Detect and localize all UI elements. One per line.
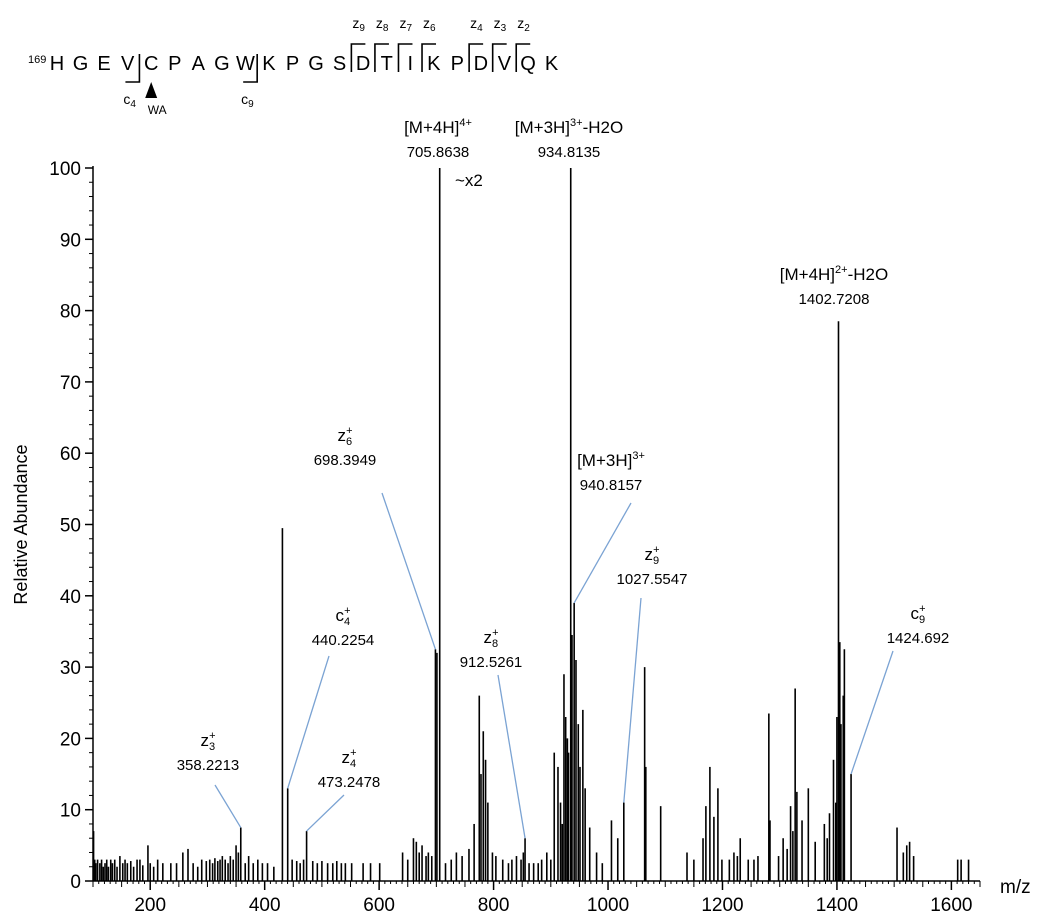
annotation-mz-value: 705.8638: [407, 144, 470, 161]
y-tick-label: 50: [60, 516, 81, 537]
x-tick-label: 400: [249, 895, 281, 916]
z-ion-label: z6: [423, 15, 436, 34]
y-tick-label: 90: [60, 230, 81, 251]
x-tick-label: 1400: [816, 895, 858, 916]
annotation-ion-label: c4+: [335, 605, 350, 628]
z-ion-label: z2: [517, 15, 530, 34]
annotation-1027.5547: z9+ 1027.5547: [617, 544, 688, 803]
x-tick-label: 1200: [701, 895, 743, 916]
z-ion-label: z9: [352, 15, 365, 34]
annotation-leader-line: [851, 651, 893, 774]
annotation-mz-value: 940.8157: [580, 477, 643, 494]
annotation-leader-line: [498, 675, 525, 838]
z-ion-label: z4: [470, 15, 483, 34]
residue-9: W: [236, 53, 255, 75]
y-tick-label: 10: [60, 801, 81, 822]
annotation-473.2478: z4+ 473.2478: [307, 747, 381, 831]
residue-17: K: [427, 53, 441, 75]
residue-1: H: [50, 53, 64, 75]
annotation-leader-line: [382, 493, 435, 649]
residue-3: E: [97, 53, 110, 75]
residue-2: G: [73, 53, 89, 75]
y-tick-label: 70: [60, 373, 81, 394]
annotation-ion-label: z6+: [337, 425, 352, 448]
annotation-leader-line: [215, 785, 241, 828]
x-tick-label: 600: [363, 895, 395, 916]
y-tick-label: 0: [70, 872, 81, 893]
annotation-mz-value: 934.8135: [538, 144, 601, 161]
annotation-698.3949: z6+ 698.3949: [314, 425, 436, 649]
residue-4: V: [121, 53, 135, 75]
annotation-ion-label: z9+: [644, 544, 659, 567]
residue-7: A: [192, 53, 206, 75]
annotation-mz-value: 698.3949: [314, 452, 377, 469]
y-tick-label: 80: [60, 302, 81, 323]
y-tick-label: 30: [60, 658, 81, 679]
residue-6: P: [168, 53, 181, 75]
annotation-1424.692: c9+ 1424.692: [851, 603, 949, 774]
annotation-ion-label: [M+3H]3+-H2O: [515, 117, 623, 137]
annotation-ion-label: c9+: [910, 603, 925, 626]
y-tick-label: 100: [49, 159, 81, 180]
annotation-mz-value: 440.2254: [312, 632, 375, 649]
annotation-mz-value: 1402.7208: [799, 291, 870, 308]
annotation-ion-label: z8+: [483, 627, 498, 650]
residue-10: K: [262, 53, 276, 75]
z-ion-label: z7: [399, 15, 412, 34]
annotation-ion-label: [M+3H]3+: [577, 450, 645, 470]
annotation-mz-value: 473.2478: [318, 774, 381, 791]
c-ion-label: c4: [123, 91, 136, 110]
residue-19: D: [474, 53, 488, 75]
modification-triangle-icon: [145, 82, 157, 98]
annotation-705.8638: [M+4H]4+ 705.8638: [404, 117, 472, 161]
annotation-mz-value: 1027.5547: [617, 571, 688, 588]
x-axis-label: m/z: [1000, 877, 1031, 898]
annotation-ion-label: [M+4H]2+-H2O: [780, 264, 888, 284]
x-tick-label: 1600: [930, 895, 972, 916]
y-tick-label: 20: [60, 729, 81, 750]
x-tick-label: 200: [134, 895, 166, 916]
residue-12: G: [308, 53, 324, 75]
annotation-ion-label: z3+: [200, 730, 215, 753]
annotation-358.2213: z3+ 358.2213: [177, 730, 241, 828]
residue-13: S: [333, 53, 346, 75]
modification-label: WA: [148, 103, 167, 117]
residue-14: D: [356, 53, 370, 75]
scale-note: ~x2: [455, 171, 483, 190]
c-ion-label: c9: [241, 91, 254, 110]
y-tick-label: 40: [60, 587, 81, 608]
residue-15: T: [381, 53, 393, 75]
annotation-leader-line: [307, 795, 344, 831]
y-tick-label: 60: [60, 444, 81, 465]
residue-16: I: [407, 53, 413, 75]
annotation-1402.7208: [M+4H]2+-H2O 1402.7208: [780, 264, 888, 308]
residue-5: C: [144, 53, 158, 75]
residue-18: P: [451, 53, 464, 75]
annotation-mz-value: 912.5261: [460, 654, 523, 671]
residue-8: G: [214, 53, 230, 75]
residue-22: K: [545, 53, 559, 75]
annotation-934.8135: [M+3H]3+-H2O 934.8135: [515, 117, 623, 161]
residue-20: V: [498, 53, 512, 75]
annotations: [M+4H]4+ 705.8638 [M+3H]3+-H2O 934.8135 [M+4…: [177, 117, 950, 838]
x-tick-label: 1000: [587, 895, 629, 916]
x-tick-label: 800: [478, 895, 510, 916]
annotation-mz-value: 1424.692: [887, 630, 950, 647]
y-axis-label: Relative Abundance: [11, 444, 31, 604]
annotation-440.2254: c4+ 440.2254: [288, 605, 375, 788]
annotation-leader-line: [288, 656, 329, 788]
annotation-ion-label: z4+: [341, 747, 356, 770]
z-ion-label: z8: [376, 15, 389, 34]
annotation-mz-value: 358.2213: [177, 757, 240, 774]
annotation-912.5261: z8+ 912.5261: [460, 627, 525, 838]
sequence-start-number: 169: [28, 54, 46, 66]
annotation-leader-line: [624, 598, 641, 803]
z-ion-label: z3: [494, 15, 507, 34]
annotation-ion-label: [M+4H]4+: [404, 117, 472, 137]
residue-21: Q: [520, 53, 536, 75]
residue-11: P: [286, 53, 299, 75]
